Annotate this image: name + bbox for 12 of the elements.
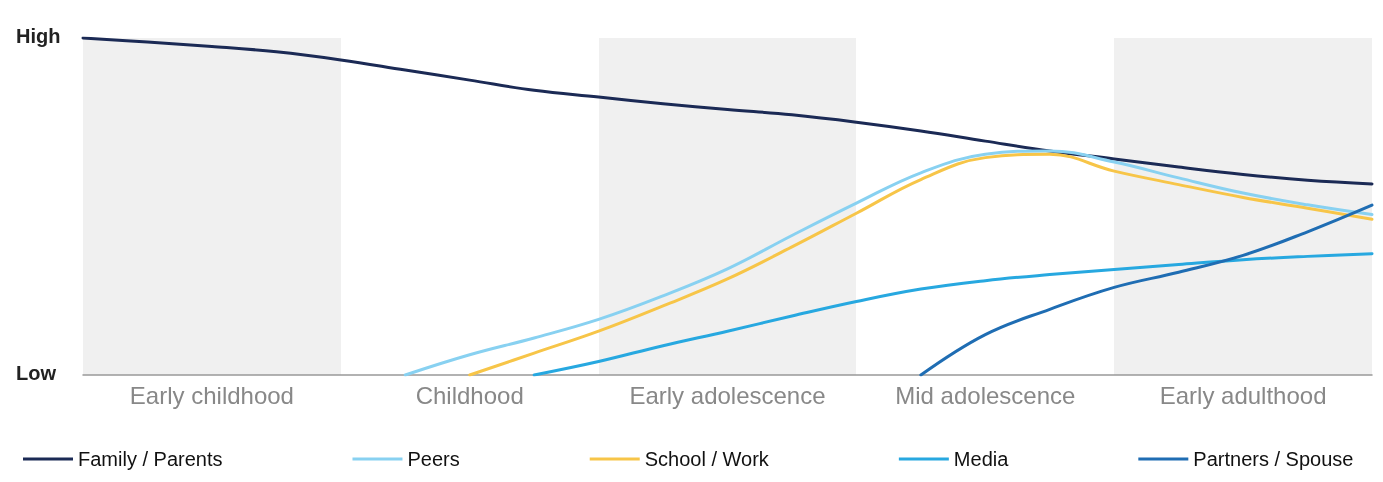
text: High bbox=[16, 25, 61, 47]
x-tick-label: Early adulthood bbox=[1159, 381, 1327, 409]
x-tick-label: Early adolescence bbox=[629, 381, 826, 409]
x-tick-label: Childhood bbox=[415, 381, 524, 409]
x-tick-label: Early childhood bbox=[129, 381, 294, 409]
legend-label: Peers bbox=[407, 448, 460, 470]
legend-label: Media bbox=[953, 448, 1010, 470]
x-tick-label: Mid adolescence bbox=[895, 381, 1076, 409]
legend-label: Partners / Spouse bbox=[1193, 448, 1354, 470]
text: Low bbox=[16, 362, 57, 384]
legend-label: Family / Parents bbox=[78, 448, 223, 470]
legend-label: School / Work bbox=[644, 448, 770, 470]
